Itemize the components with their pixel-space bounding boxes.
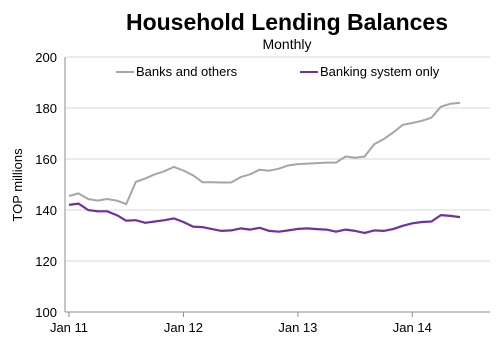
series-lines [68,101,461,234]
y-tick-label: 140 [35,203,57,218]
x-tick-label: Jan 12 [164,320,203,335]
x-tick-label: Jan 14 [393,320,432,335]
y-tick-label: 120 [35,254,57,269]
y-axis-ticks: 100 120 140 160 180 200 [35,50,57,320]
chart-subtitle: Monthly [262,36,311,52]
series-line-banks-and-others [68,101,461,206]
y-tick-label: 200 [35,50,57,65]
legend: Banks and others Banking system only [116,64,440,79]
x-axis: Jan 11 Jan 12 Jan 13 Jan 14 [50,57,490,335]
series-line-banking-system-only [68,202,461,234]
x-tick-label: Jan 13 [278,320,317,335]
chart-title: Household Lending Balances [126,9,448,35]
y-axis-label: TOP millions [10,148,25,222]
y-tick-label: 100 [35,305,57,320]
y-tick-label: 180 [35,101,57,116]
legend-label: Banks and others [136,64,238,79]
x-tick-label: Jan 11 [50,320,88,335]
y-tick-label: 160 [35,152,57,167]
gridlines [65,56,490,262]
legend-label: Banking system only [320,64,440,79]
